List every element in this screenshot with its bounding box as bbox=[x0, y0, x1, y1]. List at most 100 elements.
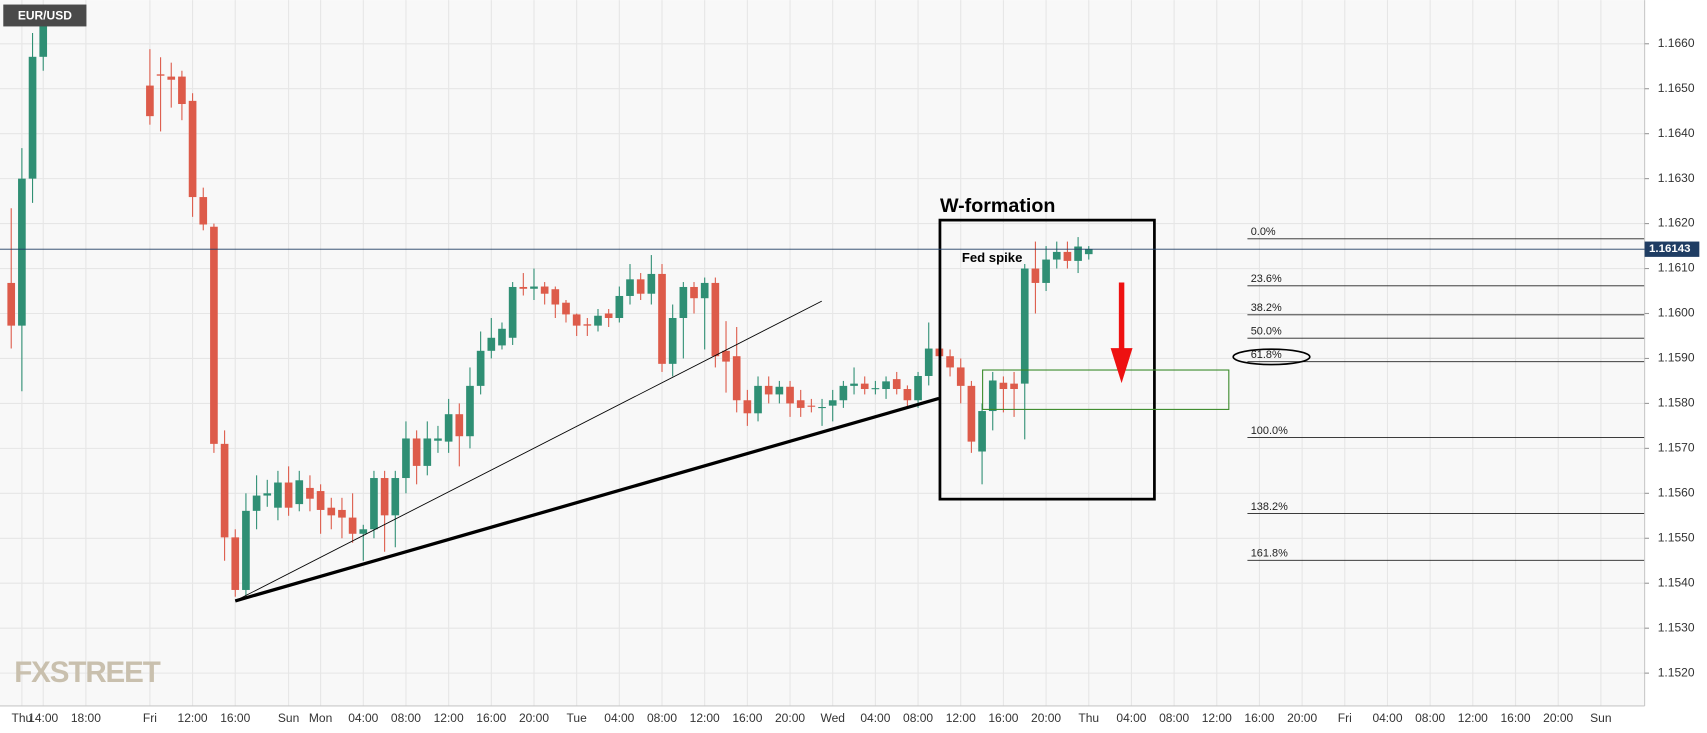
x-tick-label: 12:00 bbox=[690, 711, 720, 725]
candle-body bbox=[1020, 268, 1029, 384]
y-tick-label: 1.1580 bbox=[1658, 396, 1695, 410]
candle-body bbox=[519, 286, 528, 289]
fib-label: 50.0% bbox=[1251, 326, 1282, 338]
candle-body bbox=[188, 100, 197, 198]
y-tick-label: 1.1610 bbox=[1658, 261, 1695, 275]
pattern-label: W-formation bbox=[940, 195, 1056, 217]
candle-body bbox=[604, 313, 613, 318]
x-tick-label: 04:00 bbox=[604, 711, 634, 725]
candle-body bbox=[690, 286, 698, 299]
candle-body bbox=[572, 314, 581, 326]
x-tick-label: Fri bbox=[143, 711, 157, 725]
candle-body bbox=[988, 380, 997, 412]
fib-label: 161.8% bbox=[1251, 548, 1288, 560]
candle-body bbox=[924, 348, 933, 376]
candle-body bbox=[220, 443, 229, 538]
candle-body bbox=[39, 21, 48, 57]
candle-body bbox=[1052, 251, 1061, 260]
candle-body bbox=[562, 302, 570, 315]
y-tick-label: 1.1590 bbox=[1658, 351, 1695, 365]
candle-body bbox=[359, 529, 368, 534]
candle-body bbox=[956, 367, 965, 386]
candle-body bbox=[978, 411, 986, 452]
candle-body bbox=[796, 400, 805, 408]
candle-body bbox=[754, 385, 762, 414]
price-axis-background bbox=[1644, 0, 1707, 728]
x-tick-label: Thu bbox=[12, 711, 33, 725]
overlay: 1.1660 1.1650 1.1640 1.1630 1.1620 1.1610 1.16… bbox=[0, 36, 1700, 725]
x-tick-label: 20:00 bbox=[1031, 711, 1061, 725]
logo: FXSTREET bbox=[14, 656, 161, 689]
candle-body bbox=[327, 507, 336, 516]
x-tick-label: 04:00 bbox=[1372, 711, 1402, 725]
candle-body bbox=[892, 379, 901, 390]
candle-body bbox=[444, 414, 453, 442]
x-tick-label: Thu bbox=[1078, 711, 1099, 725]
x-tick-label: Sun bbox=[1590, 711, 1611, 725]
candle-body bbox=[636, 279, 645, 294]
candle-body bbox=[1010, 383, 1018, 390]
x-tick-label: Tue bbox=[567, 711, 588, 725]
candle-body bbox=[210, 226, 218, 444]
candle-body bbox=[252, 495, 261, 511]
x-tick-label: 16:00 bbox=[732, 711, 762, 725]
candles bbox=[7, 7, 1093, 597]
y-tick-label: 1.1530 bbox=[1658, 620, 1695, 634]
target-zone bbox=[982, 369, 1230, 410]
fib-label: 100.0% bbox=[1251, 425, 1288, 437]
fib-label: 23.6% bbox=[1251, 273, 1282, 285]
candle-body bbox=[530, 286, 538, 289]
candle-body bbox=[284, 482, 293, 508]
candle-body bbox=[487, 337, 496, 351]
x-tick-label: Wed bbox=[820, 711, 845, 725]
time-axis-background bbox=[0, 705, 1645, 728]
candle-body bbox=[338, 509, 346, 518]
candle-body bbox=[370, 478, 378, 530]
y-tick-label: 1.1540 bbox=[1658, 575, 1695, 589]
x-tick-label: 20:00 bbox=[1543, 711, 1573, 725]
x-tick-label: 16:00 bbox=[220, 711, 250, 725]
x-tick-label: 12:00 bbox=[178, 711, 208, 725]
candle-body bbox=[434, 438, 442, 441]
x-tick-label: 04:00 bbox=[1116, 711, 1146, 725]
x-tick-label: 20:00 bbox=[1287, 711, 1317, 725]
candle-body bbox=[7, 282, 16, 326]
candle-body bbox=[540, 286, 549, 294]
x-tick-label: 20:00 bbox=[519, 711, 549, 725]
candle-body bbox=[626, 279, 634, 296]
candle-body bbox=[274, 482, 282, 508]
fib-label: 61.8% bbox=[1251, 349, 1282, 361]
x-tick-label: 14:00 bbox=[28, 711, 58, 725]
candle-body bbox=[423, 438, 432, 466]
x-tick-label: 16:00 bbox=[1500, 711, 1530, 725]
candle-body bbox=[807, 405, 816, 407]
candle-body bbox=[412, 438, 421, 466]
candle-body bbox=[1063, 251, 1072, 261]
candle-body bbox=[743, 400, 752, 414]
x-tick-label: 04:00 bbox=[860, 711, 890, 725]
candle-body bbox=[860, 383, 869, 390]
y-tick-label: 1.1570 bbox=[1658, 441, 1695, 455]
candle-body bbox=[786, 386, 794, 404]
spike-label: Fed spike bbox=[962, 250, 1023, 265]
candle-body bbox=[18, 178, 26, 326]
candle-body bbox=[775, 386, 784, 395]
y-tick-label: 1.1550 bbox=[1658, 530, 1695, 544]
trendline-thick bbox=[234, 396, 940, 603]
x-tick-label: 08:00 bbox=[1415, 711, 1445, 725]
y-tick-label: 1.1630 bbox=[1658, 171, 1695, 185]
candle-body bbox=[316, 491, 325, 510]
candle-body bbox=[466, 385, 474, 437]
candle-body bbox=[711, 282, 720, 357]
candle-body bbox=[615, 295, 624, 318]
candle-body bbox=[146, 85, 154, 117]
x-tick-label: 18:00 bbox=[71, 711, 101, 725]
candle-body bbox=[380, 478, 389, 516]
y-tick-label: 1.1660 bbox=[1658, 36, 1695, 50]
x-tick-label: 08:00 bbox=[903, 711, 933, 725]
candle-body bbox=[391, 478, 400, 516]
candle-body bbox=[764, 385, 773, 395]
last-price-label: 1.16143 bbox=[1649, 243, 1690, 255]
candle-body bbox=[306, 487, 314, 499]
